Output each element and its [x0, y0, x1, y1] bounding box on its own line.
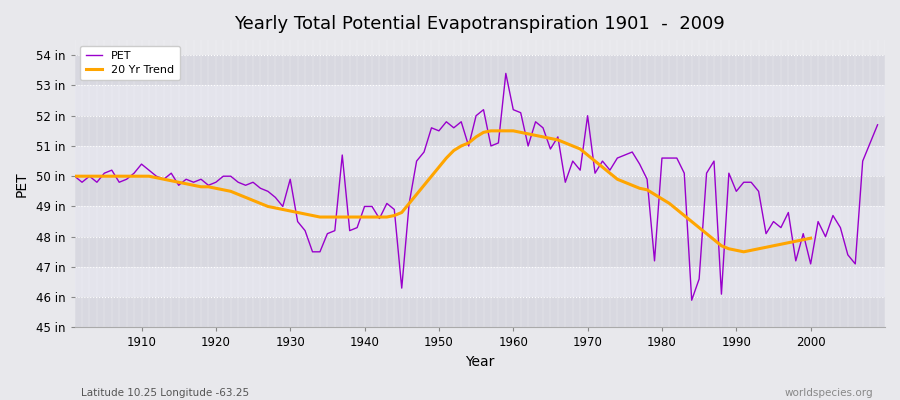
PET — [69, 174, 80, 179]
Bar — [75, 55, 885, 86]
20 Yr Trend — [760, 245, 771, 250]
Line: PET: PET — [75, 73, 878, 300]
PET — [508, 107, 518, 112]
Text: worldspecies.org: worldspecies.org — [785, 388, 873, 398]
Bar — [75, 86, 885, 116]
Bar — [75, 146, 885, 176]
20 Yr Trend — [516, 130, 526, 135]
Text: Latitude 10.25 Longitude -63.25: Latitude 10.25 Longitude -63.25 — [81, 388, 249, 398]
Legend: PET, 20 Yr Trend: PET, 20 Yr Trend — [80, 46, 180, 80]
Bar — [75, 116, 885, 146]
PET — [129, 171, 140, 176]
20 Yr Trend — [806, 236, 816, 241]
PET — [337, 153, 347, 158]
Bar — [75, 267, 885, 297]
PET — [500, 71, 511, 76]
Bar — [75, 297, 885, 328]
20 Yr Trend — [448, 148, 459, 153]
20 Yr Trend — [486, 128, 497, 133]
PET — [516, 110, 526, 115]
20 Yr Trend — [783, 240, 794, 245]
Bar — [75, 237, 885, 267]
20 Yr Trend — [69, 174, 80, 179]
Bar — [75, 176, 885, 206]
X-axis label: Year: Year — [465, 355, 494, 369]
Title: Yearly Total Potential Evapotranspiration 1901  -  2009: Yearly Total Potential Evapotranspiratio… — [234, 15, 725, 33]
20 Yr Trend — [240, 195, 251, 200]
Line: 20 Yr Trend: 20 Yr Trend — [75, 131, 811, 252]
20 Yr Trend — [738, 250, 749, 254]
PET — [872, 122, 883, 127]
Y-axis label: PET: PET — [15, 171, 29, 196]
PET — [292, 219, 303, 224]
20 Yr Trend — [211, 186, 221, 191]
PET — [687, 298, 698, 302]
PET — [605, 168, 616, 172]
Bar — [75, 206, 885, 237]
